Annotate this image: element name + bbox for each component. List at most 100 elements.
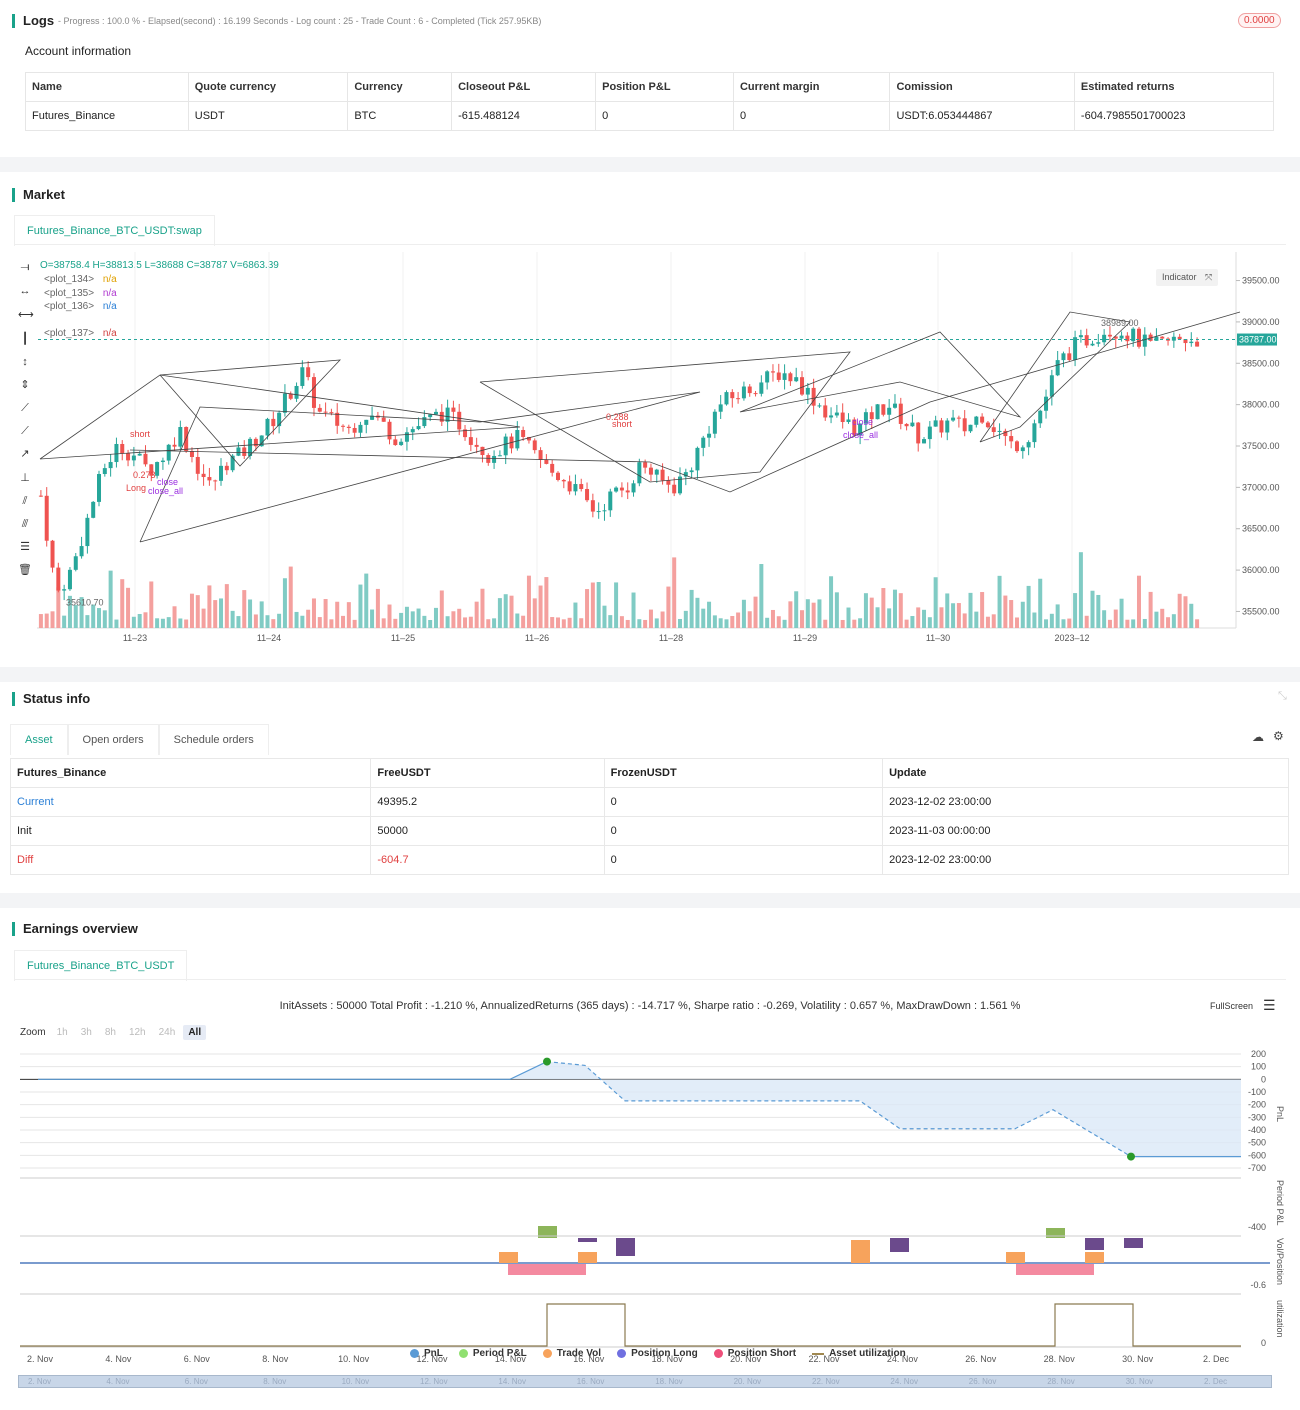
candle-body <box>910 422 915 427</box>
candle-body <box>1026 442 1031 448</box>
vertical-line-tool-icon[interactable]: ↕ <box>22 356 28 368</box>
volume-bar <box>201 608 206 628</box>
candle-body <box>323 411 328 413</box>
vertical-ray-tool-icon[interactable]: ⇕ <box>20 379 30 391</box>
trade-marker-label: 0.273 <box>133 470 156 480</box>
candle-body <box>73 556 78 570</box>
legend-item[interactable]: Position Short <box>713 1348 796 1359</box>
volume-bar <box>736 612 741 628</box>
x-tick-label: 11–29 <box>793 633 817 643</box>
candle-body <box>1014 441 1019 452</box>
volume-bar <box>962 613 967 628</box>
candle-body <box>38 495 43 497</box>
volume-bar <box>939 607 944 628</box>
candle-body <box>579 484 584 490</box>
candle-body <box>114 443 119 463</box>
volume-bar <box>265 615 270 628</box>
candle-body <box>863 412 868 424</box>
volume-bar <box>614 582 619 628</box>
navigator-tick: 24. Nov <box>890 1377 918 1386</box>
menu-icon[interactable]: ☰ <box>1263 997 1276 1013</box>
status-tab-schedule-orders[interactable]: Schedule orders <box>158 724 269 755</box>
candle-body <box>1067 353 1072 360</box>
candle-body <box>1084 335 1089 346</box>
volume-bar <box>741 599 746 628</box>
util-axis-label: utilization <box>1275 1300 1285 1338</box>
volume-bar <box>805 599 810 628</box>
cloud-download-icon[interactable]: ☁ <box>1252 730 1264 744</box>
candle-body <box>370 415 375 420</box>
candle-body <box>1107 334 1112 337</box>
market-symbol-tab[interactable]: Futures_Binance_BTC_USDT:swap <box>14 215 215 246</box>
volume-bar <box>747 611 752 628</box>
candle-body <box>875 404 880 420</box>
zoom-button-12h[interactable]: 12h <box>128 1027 146 1038</box>
volume-bar <box>869 597 874 628</box>
trend-line-tool-icon[interactable]: ⟋ <box>21 402 29 414</box>
volume-bar <box>567 617 572 628</box>
candlestick-chart[interactable]: 38787.0038989.0035610.70shortLong0.273cl… <box>0 252 1300 672</box>
status-tab-asset[interactable]: Asset <box>10 724 68 755</box>
status-cell: 2023-12-02 23:00:00 <box>882 787 1289 817</box>
candle-body <box>213 480 218 482</box>
candle-body <box>1096 342 1101 344</box>
candle-body <box>329 412 334 414</box>
zoom-button-3h[interactable]: 3h <box>80 1027 92 1038</box>
volume-bar <box>724 619 729 628</box>
status-cell: Init <box>9 816 372 846</box>
settings-gear-icon[interactable]: ⚙ <box>1273 729 1284 743</box>
volume-bar <box>480 588 485 628</box>
status-table: Futures_Binance FreeUSDT FrozenUSDT Update … <box>9 758 1289 875</box>
volume-bar <box>474 601 479 628</box>
volume-bar <box>1195 619 1200 628</box>
zoom-button-24h[interactable]: 24h <box>158 1027 176 1038</box>
ray-line-tool-icon[interactable]: ⟋ <box>21 425 29 437</box>
pattern-line <box>139 391 701 543</box>
legend-item[interactable]: Period P&L <box>458 1348 527 1359</box>
parallel-channel-tool-icon[interactable]: ⫽ <box>22 495 28 507</box>
x-tick-label: 11–28 <box>659 633 683 643</box>
navigator-scrollbar[interactable] <box>18 1375 1272 1388</box>
legend-item[interactable]: PnL <box>410 1348 443 1359</box>
plot-value: n/a <box>100 327 117 339</box>
indicator-button[interactable]: Indicator ⤧ <box>1156 269 1219 286</box>
status-tab-open-orders[interactable]: Open orders <box>67 724 159 755</box>
pitchfork-tool-icon[interactable]: ⫻ <box>21 518 29 530</box>
volume-bar <box>335 601 340 628</box>
candle-body <box>614 487 619 492</box>
vertical-segment-tool-icon[interactable]: ┃ <box>21 333 29 345</box>
horizontal-line-tool-icon[interactable]: ⟞ <box>20 261 30 273</box>
candle-body <box>1154 336 1159 341</box>
volume-bar <box>1166 617 1171 628</box>
legend-item[interactable]: Trade Vol <box>542 1348 601 1359</box>
status-col-header: FrozenUSDT <box>603 758 884 788</box>
zoom-button-1h[interactable]: 1h <box>56 1027 68 1038</box>
trade-marker-label: close_all <box>843 430 878 440</box>
account-header-row: Name Quote currency Currency Closeout P&L Po… <box>25 72 1275 102</box>
zoom-button-All[interactable]: All <box>183 1025 207 1040</box>
arrow-line-tool-icon[interactable]: ↗ <box>20 448 30 460</box>
account-title: Account information <box>25 44 132 58</box>
legend-item[interactable]: Position Long <box>617 1348 698 1359</box>
volume-bar <box>195 595 200 628</box>
extended-line-tool-icon[interactable]: ⟷ <box>18 309 34 321</box>
volume-bar <box>486 619 491 628</box>
volume-bar <box>974 611 979 628</box>
earn-x-tick-label: 6. Nov <box>184 1354 211 1364</box>
collapse-icon[interactable]: ⤡ <box>1278 690 1287 702</box>
fib-retracement-tool-icon[interactable]: ☰ <box>20 541 30 553</box>
legend-item[interactable]: Asset utilization <box>812 1348 906 1359</box>
earnings-symbol-tab[interactable]: Futures_Binance_BTC_USDT <box>14 950 188 981</box>
candle-body <box>1102 334 1107 343</box>
price-range-tool-icon[interactable]: ⊥ <box>20 472 30 484</box>
x-tick-label: 11–30 <box>926 633 950 643</box>
horizontal-ray-tool-icon[interactable]: ↔ <box>19 285 31 297</box>
account-table: Name Quote currency Currency Closeout P&L Po… <box>25 72 1275 131</box>
fullscreen-button[interactable]: FullScreen <box>1210 1001 1253 1011</box>
delete-drawings-icon[interactable]: 🗑 <box>18 564 32 576</box>
volume-bar <box>707 601 712 628</box>
candle-body <box>776 372 781 380</box>
volume-bar <box>352 619 357 628</box>
earnings-chart[interactable]: 200 100 0 -100 -200 -300 -400 -500 -600 -700 PnL -4… <box>0 1040 1300 1410</box>
zoom-button-8h[interactable]: 8h <box>104 1027 116 1038</box>
